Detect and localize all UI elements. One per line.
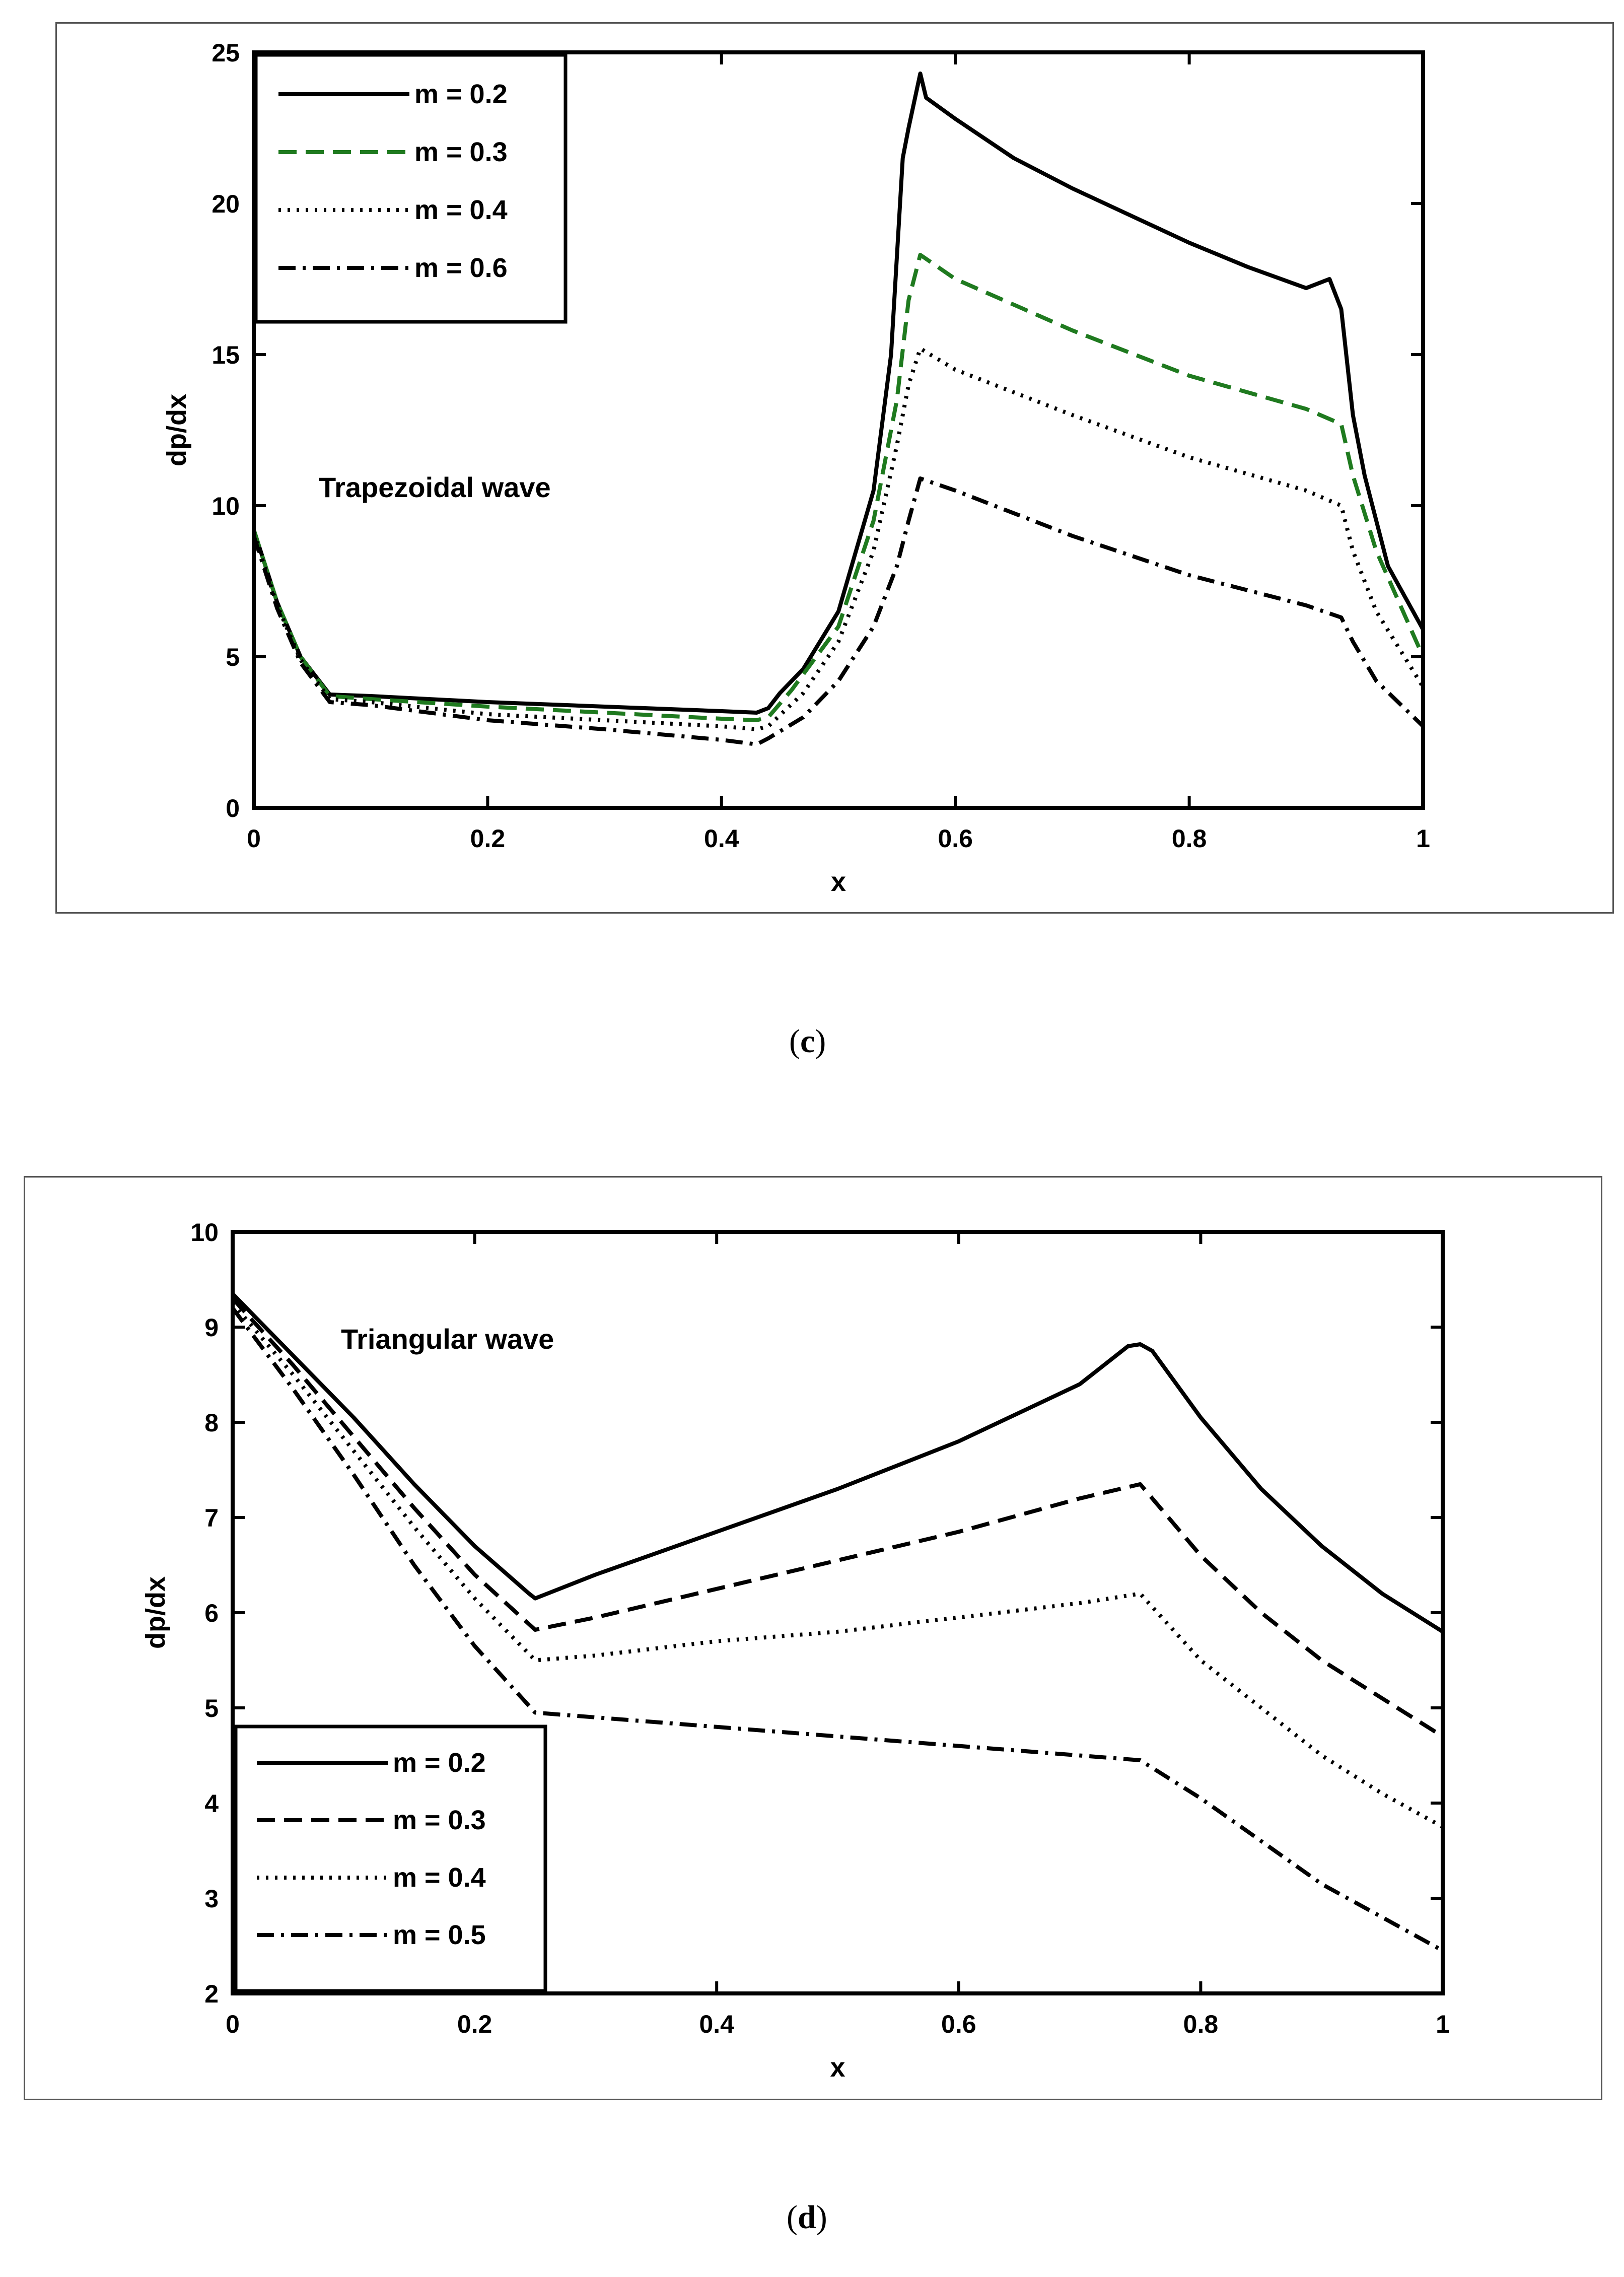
x-tick-label-d-1: 0.2	[457, 2010, 492, 2038]
y-axis-label-d: dp/dx	[140, 1576, 171, 1649]
legend-label-d-2: m = 0.4	[393, 1862, 486, 1893]
x-tick-label-d-5: 1	[1436, 2010, 1450, 2038]
series-line-d-1	[231, 1297, 1444, 1739]
x-tick-label-d-4: 0.8	[1183, 2010, 1219, 2038]
chart-c: 0 0.2 0.4 0.6 0.8 10510152025xdp/dxTrapezoida…	[162, 39, 1430, 897]
legend-label-d-3: m = 0.5	[393, 1920, 486, 1950]
axes-frame-c	[252, 50, 1425, 810]
x-tick-label-c-0: 0	[247, 824, 261, 853]
series-line-c-0	[252, 72, 1425, 715]
legend-label-c-1: m = 0.3	[414, 137, 508, 167]
x-axis-label-d: x	[830, 2052, 845, 2083]
series-line-d-2	[231, 1302, 1444, 1829]
caption-c: (c)	[789, 1023, 826, 1060]
y-tick-label-c-3: 15	[211, 341, 240, 369]
y-tick-label-d-0: 2	[204, 1980, 219, 2008]
chart-annotation-c: Trapezoidal wave	[319, 471, 551, 503]
x-tick-label-c-5: 1	[1416, 824, 1430, 853]
y-tick-label-d-5: 7	[204, 1504, 219, 1532]
x-axis-label-c: x	[831, 867, 846, 897]
chart-annotation-d: Triangular wave	[341, 1323, 554, 1355]
y-tick-label-d-1: 3	[204, 1885, 219, 1913]
y-tick-label-c-1: 5	[226, 643, 240, 671]
legend-box-d	[234, 1724, 547, 1993]
x-tick-label-c-1: 0.2	[470, 824, 506, 853]
chart-d: 0 0.2 0.4 0.6 0.8 1 2 3 4 5 6 7 8 9 10 x dp/dx Triangular…	[140, 1218, 1450, 2083]
y-tick-label-d-3: 5	[204, 1694, 219, 1722]
legend-c: m = 0.2 m = 0.3 m = 0.4 m = 0.6	[254, 53, 568, 324]
series-line-d-3	[231, 1306, 1444, 1953]
y-tick-label-c-2: 10	[211, 492, 240, 520]
legend-d: m = 0.2 m = 0.3 m = 0.4 m = 0.5	[234, 1724, 547, 1993]
y-tick-label-d-7: 9	[204, 1314, 219, 1342]
y-tick-label-d-2: 4	[204, 1789, 219, 1818]
y-tick-label-d-4: 6	[204, 1599, 219, 1627]
legend-label-c-3: m = 0.6	[414, 253, 508, 283]
series-line-d-0	[231, 1292, 1444, 1634]
chart-panel-d: 0 0.2 0.4 0.6 0.8 1 2 3 4 5 6 7 8 9 10 x dp/dx Triangular…	[24, 1176, 1602, 2100]
caption-d-letter: d	[797, 2199, 816, 2236]
legend-label-c-0: m = 0.2	[414, 79, 508, 109]
y-tick-label-d-6: 8	[204, 1409, 219, 1437]
series-line-c-3	[252, 476, 1425, 746]
y-axis-label-c: dp/dx	[162, 394, 192, 466]
x-tick-label-c-2: 0.4	[704, 824, 739, 853]
y-tick-label-d-8: 10	[190, 1218, 219, 1247]
x-tick-label-c-4: 0.8	[1172, 824, 1207, 853]
y-tick-label-c-0: 0	[226, 794, 240, 822]
x-tick-label-d-0: 0	[226, 2010, 240, 2038]
caption-d: (d)	[787, 2199, 827, 2236]
x-tick-label-c-3: 0.6	[938, 824, 973, 853]
x-tick-label-d-3: 0.6	[941, 2010, 976, 2038]
series-line-c-1	[252, 253, 1425, 722]
y-tick-label-c-5: 25	[211, 39, 240, 67]
caption-c-letter: c	[800, 1023, 815, 1060]
legend-label-d-1: m = 0.3	[393, 1805, 486, 1835]
legend-label-c-2: m = 0.4	[414, 195, 508, 225]
chart-panel-c: 0 0.2 0.4 0.6 0.8 1 0 5 10 15 20 25 x dp/dx Trapezoida…	[55, 22, 1614, 914]
legend-label-d-0: m = 0.2	[393, 1748, 486, 1778]
x-tick-label-d-2: 0.4	[699, 2010, 734, 2038]
legend-box-c	[254, 53, 568, 324]
series-line-c-2	[252, 347, 1425, 731]
y-tick-label-c-4: 20	[211, 190, 240, 218]
